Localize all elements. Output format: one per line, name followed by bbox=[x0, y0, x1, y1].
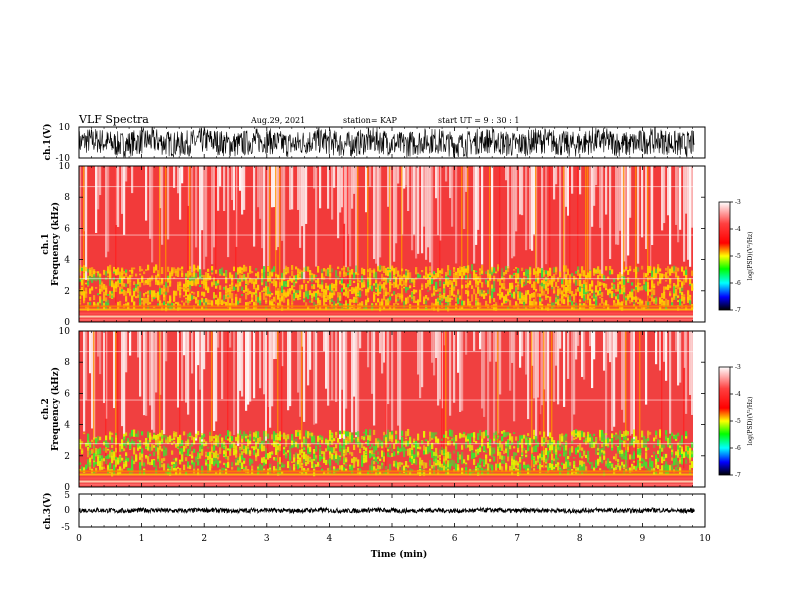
xtick-label-2: 2 bbox=[201, 534, 207, 544]
ch2-spectrogram-panel: 0 2 4 6 8 10 ch.2 Frequency (kHz) bbox=[41, 327, 706, 493]
date-label: Aug.29, 2021 bbox=[250, 116, 305, 125]
ch2-colorbar-gradient bbox=[718, 366, 731, 476]
ch3-waveform-trace bbox=[79, 506, 695, 515]
xtick-label-4: 4 bbox=[327, 534, 333, 544]
time-axis: 0 1 2 3 4 5 6 7 8 9 10 bbox=[76, 127, 711, 544]
ch2-colorbar-tick-3: -6 bbox=[735, 445, 741, 452]
ch1-colorbar: -3 -4 -5 -6 -7 log(PSD)(V²/Hz) bbox=[718, 199, 754, 314]
ch2-colorbar-tick-4: -7 bbox=[735, 472, 741, 479]
ch2-colorbar-tick-2: -5 bbox=[735, 418, 741, 425]
ch2-spectrogram-texture bbox=[79, 331, 694, 486]
xtick-label-1: 1 bbox=[139, 534, 145, 544]
xtick-label-10: 10 bbox=[699, 534, 711, 544]
ch2-spec-ytick-3: 6 bbox=[64, 389, 70, 399]
xtick-label-7: 7 bbox=[514, 534, 520, 544]
ch1-colorbar-tick-2: -5 bbox=[735, 253, 741, 260]
ch1-spec-ytick-0: 0 bbox=[64, 318, 70, 328]
ch3-ytick-top: 5 bbox=[64, 491, 70, 501]
ch2-spec-ytick-2: 4 bbox=[64, 421, 70, 431]
ch1-spec-ytick-4: 8 bbox=[64, 193, 70, 203]
xtick-label-5: 5 bbox=[389, 534, 395, 544]
ch2-colorbar-tick-1: -4 bbox=[735, 391, 741, 398]
station-label: station= KAP bbox=[343, 116, 398, 125]
ch1-spec-ytick-1: 2 bbox=[64, 287, 70, 297]
ch1-spec-ylabel-1: ch.1 bbox=[41, 233, 51, 254]
ch1-ytick-top: 10 bbox=[59, 123, 71, 133]
ch2-spec-ytick-4: 8 bbox=[64, 358, 70, 368]
ch1-colorbar-label: log(PSD)(V²/Hz) bbox=[747, 232, 754, 281]
xtick-label-0: 0 bbox=[76, 534, 82, 544]
ch1-spec-ylabel-2: Frequency (kHz) bbox=[50, 202, 61, 286]
ch2-colorbar: -3 -4 -5 -6 -7 log(PSD)(V²/Hz) bbox=[718, 364, 754, 479]
ch1-waveform-trace bbox=[79, 127, 695, 158]
ch1-ytick-bottom: -10 bbox=[56, 154, 71, 164]
ch1-spec-ytick-2: 4 bbox=[64, 256, 70, 266]
time-axis-label: Time (min) bbox=[371, 549, 428, 560]
ch2-spec-ylabel-1: ch.2 bbox=[41, 398, 51, 419]
ch2-colorbar-tick-0: -3 bbox=[735, 364, 741, 371]
ch1-colorbar-tick-3: -6 bbox=[735, 280, 741, 287]
ch1-colorbar-gradient bbox=[718, 201, 731, 311]
ch3-ytick-mid: 0 bbox=[64, 506, 70, 516]
ch1-colorbar-tick-0: -3 bbox=[735, 199, 741, 206]
waveform-path bbox=[79, 506, 695, 515]
waveform-path bbox=[79, 127, 695, 158]
ch1-spectrogram-texture bbox=[79, 166, 694, 321]
ch1-colorbar-tick-4: -7 bbox=[735, 307, 741, 314]
ch2-spec-ytick-1: 2 bbox=[64, 452, 70, 462]
xtick-label-8: 8 bbox=[577, 534, 583, 544]
ch1-spectrogram-panel: 0 2 4 6 8 10 ch.1 Frequency (kHz) bbox=[41, 162, 706, 328]
ch2-spec-ytick-5: 10 bbox=[59, 327, 71, 337]
ch1-spec-ytick-3: 6 bbox=[64, 224, 70, 234]
xtick-label-6: 6 bbox=[452, 534, 458, 544]
ch1-wave-ylabel: ch.1(V) bbox=[42, 124, 53, 161]
start-time-label: start UT = 9 : 30 : 1 bbox=[438, 116, 519, 125]
xtick-label-9: 9 bbox=[640, 534, 646, 544]
ch2-colorbar-label: log(PSD)(V²/Hz) bbox=[747, 397, 754, 446]
ch3-wave-ylabel: ch.3(V) bbox=[42, 493, 53, 530]
ch3-ytick-bottom: -5 bbox=[61, 523, 70, 533]
ch1-colorbar-tick-1: -4 bbox=[735, 226, 741, 233]
ch1-spec-ytick-5: 10 bbox=[59, 162, 71, 172]
ch2-spec-ylabel-2: Frequency (kHz) bbox=[50, 367, 61, 451]
figure-title: VLF Spectra bbox=[78, 113, 149, 126]
ch2-spec-ytick-0: 0 bbox=[64, 483, 70, 493]
xtick-label-3: 3 bbox=[264, 534, 270, 544]
